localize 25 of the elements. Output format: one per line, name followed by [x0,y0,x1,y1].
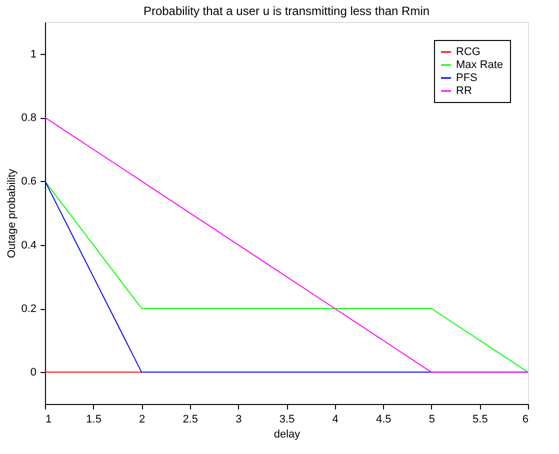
y-tick-label: 0 [30,366,36,379]
x-tick-label: 6 [522,414,528,426]
x-tick-label: 1.5 [86,414,102,426]
x-tick-label: 4.5 [376,414,392,426]
y-tick-label: 0.2 [21,303,36,315]
x-tick-label: 2.5 [182,414,198,426]
x-tick-label: 2 [139,414,146,426]
y-axis-title: Outage probability [6,168,18,258]
y-tick-label: 1 [30,48,36,60]
y-tick-label: 0.8 [21,112,36,124]
legend-label: RR [456,85,472,97]
legend-label: RCG [456,46,480,58]
y-tick-label: 0.6 [21,176,36,188]
x-axis-title: delay [274,428,301,440]
x-tick-label: 5.5 [472,414,488,426]
legend-label: PFS [456,72,478,84]
legend-label: Max Rate [456,59,504,71]
line-series [45,117,528,373]
y-tick-label: 0.4 [21,239,36,252]
chart-title: Probability that a user u is transmitting less than Rmin [143,4,430,18]
x-tick-label: 3.5 [279,414,295,426]
x-tick-label: 4 [332,414,338,426]
x-tick-label: 1 [46,414,52,426]
x-tick-label: 5 [428,414,435,426]
x-tick-label: 3 [236,414,242,426]
